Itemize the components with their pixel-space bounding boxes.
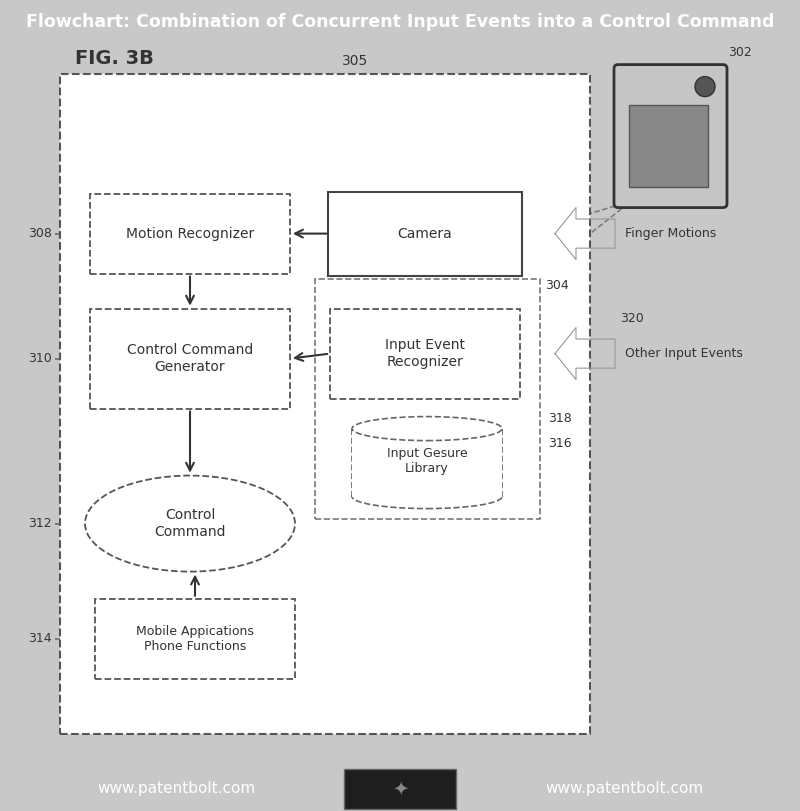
Text: Motion Recognizer: Motion Recognizer <box>126 226 254 241</box>
Text: 308: 308 <box>28 227 52 240</box>
FancyBboxPatch shape <box>330 309 520 398</box>
Text: 316: 316 <box>548 437 572 450</box>
Text: Mobile Appications
Phone Functions: Mobile Appications Phone Functions <box>136 624 254 653</box>
FancyBboxPatch shape <box>344 769 456 809</box>
Text: 310: 310 <box>28 352 52 365</box>
FancyBboxPatch shape <box>90 309 290 409</box>
Text: Flowchart: Combination of Concurrent Input Events into a Control Command: Flowchart: Combination of Concurrent Inp… <box>26 13 774 32</box>
Text: ✦: ✦ <box>392 779 408 798</box>
FancyBboxPatch shape <box>104 607 304 688</box>
FancyBboxPatch shape <box>614 65 727 208</box>
Circle shape <box>695 76 715 97</box>
Text: FIG. 3B: FIG. 3B <box>75 49 154 67</box>
FancyBboxPatch shape <box>352 428 502 496</box>
FancyBboxPatch shape <box>315 279 540 518</box>
Ellipse shape <box>352 417 502 440</box>
Text: Input Event
Recognizer: Input Event Recognizer <box>385 338 465 369</box>
Text: Input Gesure
Library: Input Gesure Library <box>386 447 467 474</box>
Text: www.patentbolt.com: www.patentbolt.com <box>97 781 255 796</box>
Text: www.patentbolt.com: www.patentbolt.com <box>545 781 703 796</box>
Text: 320: 320 <box>620 312 644 325</box>
FancyBboxPatch shape <box>60 74 590 734</box>
Text: Other Input Events: Other Input Events <box>625 347 743 360</box>
Text: 314: 314 <box>28 632 52 645</box>
Polygon shape <box>555 208 615 260</box>
Ellipse shape <box>352 485 502 508</box>
Text: Camera: Camera <box>398 226 452 241</box>
Ellipse shape <box>85 475 295 572</box>
FancyBboxPatch shape <box>629 105 708 187</box>
FancyBboxPatch shape <box>95 599 295 679</box>
FancyBboxPatch shape <box>90 194 290 273</box>
Text: 312: 312 <box>28 517 52 530</box>
Text: Finger Motions: Finger Motions <box>625 227 716 240</box>
FancyBboxPatch shape <box>328 191 522 276</box>
FancyBboxPatch shape <box>113 616 313 697</box>
Text: Control Command
Generator: Control Command Generator <box>127 344 253 374</box>
Text: 304: 304 <box>545 279 569 292</box>
Polygon shape <box>555 328 615 380</box>
Text: 302: 302 <box>728 45 752 58</box>
Text: Control
Command: Control Command <box>154 508 226 539</box>
Text: 305: 305 <box>342 54 368 67</box>
Text: 306: 306 <box>618 192 642 205</box>
Text: 318: 318 <box>548 412 572 425</box>
